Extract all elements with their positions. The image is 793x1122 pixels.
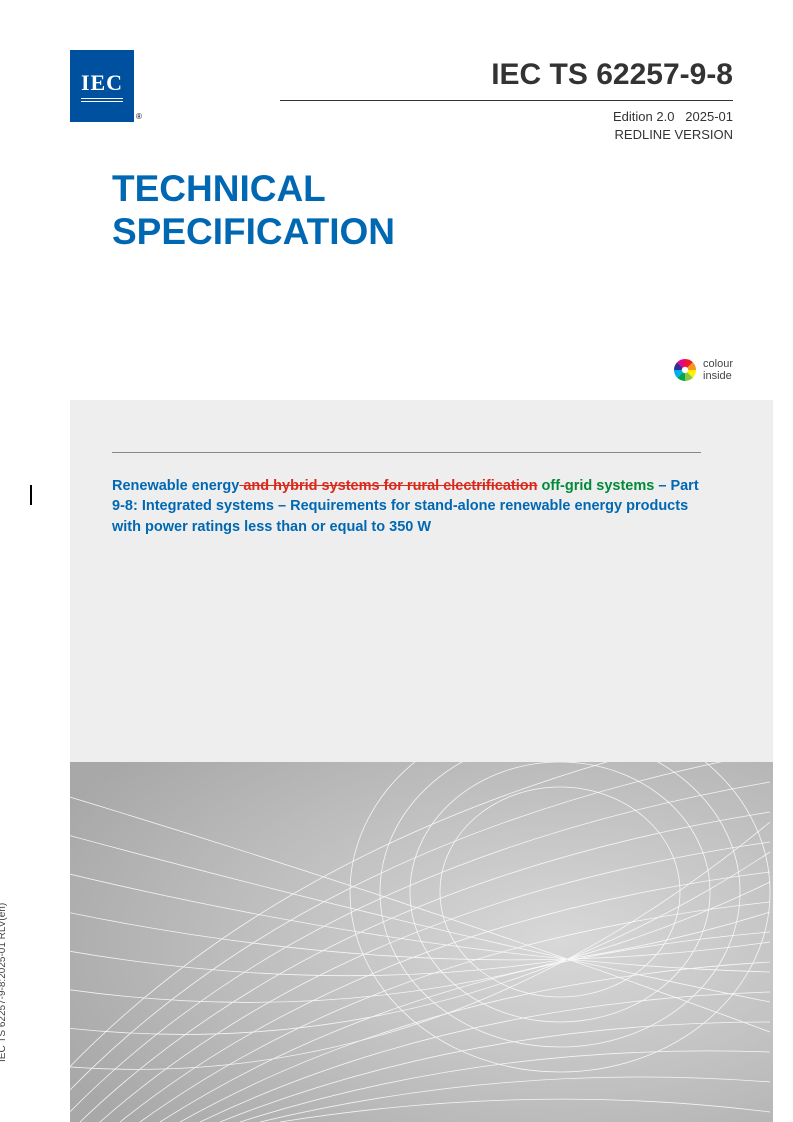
logo-org-text: IEC bbox=[81, 70, 123, 96]
colour-label: colour inside bbox=[703, 358, 733, 382]
revision-mark bbox=[30, 485, 32, 505]
decorative-graphic bbox=[70, 762, 773, 1122]
header-rule bbox=[280, 100, 733, 101]
colour-wheel-icon bbox=[673, 358, 697, 382]
registered-mark: ® bbox=[136, 112, 142, 121]
wireframe-graphic-icon bbox=[70, 762, 773, 1122]
title-prefix: Renewable energy bbox=[112, 478, 239, 494]
edition-block: Edition 2.0 2025-01 REDLINE VERSION bbox=[613, 108, 733, 144]
logo-underline-1 bbox=[81, 98, 123, 99]
title-added-text: off-grid systems bbox=[537, 478, 654, 494]
colour-line2: inside bbox=[703, 370, 733, 382]
doc-type-line1: TECHNICAL bbox=[112, 168, 395, 211]
title-deleted-text: and hybrid systems for rural electrifica… bbox=[239, 478, 537, 494]
colour-inside-badge: colour inside bbox=[673, 358, 733, 382]
page: IEC ® IEC TS 62257-9-8 Edition 2.0 2025-… bbox=[0, 0, 793, 1122]
document-type-heading: TECHNICAL SPECIFICATION bbox=[112, 168, 395, 253]
spine-reference: IEC TS 62257-9-8:2025-01 RLV(en) bbox=[0, 903, 8, 1062]
doc-type-line2: SPECIFICATION bbox=[112, 211, 395, 254]
content-panel: Renewable energy and hybrid systems for … bbox=[70, 400, 773, 1122]
title-rule bbox=[112, 452, 701, 453]
document-title: Renewable energy and hybrid systems for … bbox=[112, 476, 701, 537]
version-line: REDLINE VERSION bbox=[613, 126, 733, 144]
logo-underline-2 bbox=[81, 101, 123, 102]
colour-line1: colour bbox=[703, 358, 733, 370]
edition-line: Edition 2.0 2025-01 bbox=[613, 108, 733, 126]
document-number: IEC TS 62257-9-8 bbox=[491, 58, 733, 92]
iec-logo: IEC bbox=[70, 50, 134, 122]
